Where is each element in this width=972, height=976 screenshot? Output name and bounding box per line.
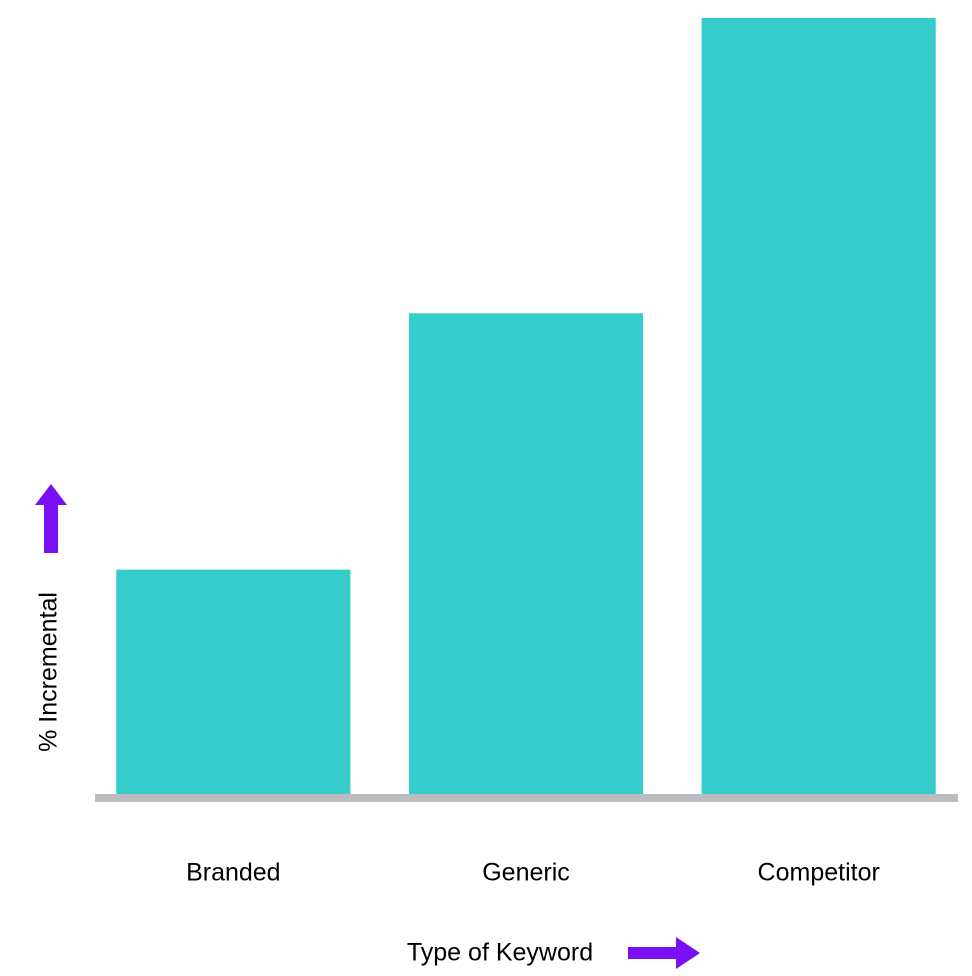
x-arrow xyxy=(628,937,700,969)
x-tick-label: Branded xyxy=(186,859,281,887)
x-tick-label: Generic xyxy=(482,859,570,887)
bar xyxy=(408,313,644,795)
y-arrow xyxy=(35,484,67,553)
x-axis-label: Type of Keyword xyxy=(407,939,593,967)
x-tick-label: Competitor xyxy=(758,859,880,887)
bars xyxy=(116,18,936,795)
bar xyxy=(116,569,351,795)
y-axis-label: % Incremental xyxy=(35,592,63,752)
bar xyxy=(701,18,936,795)
